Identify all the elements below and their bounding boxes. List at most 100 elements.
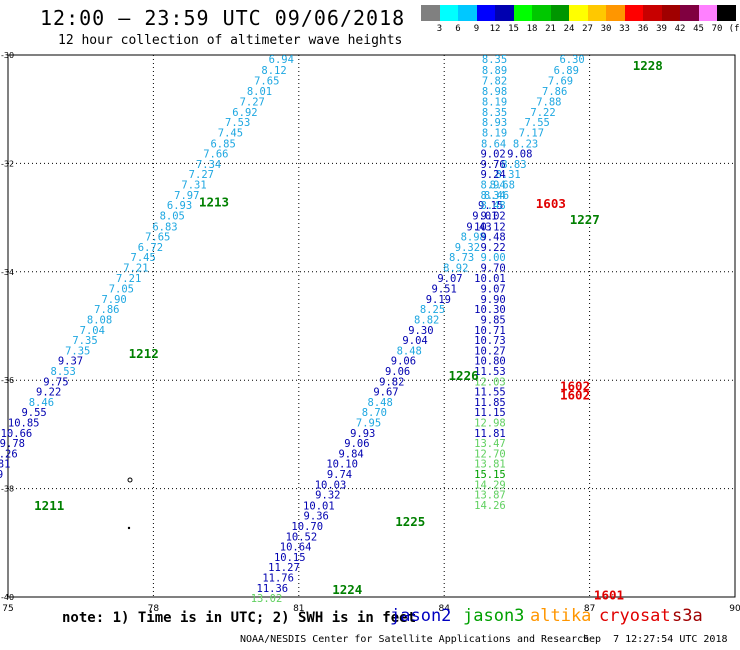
wave-height-label: 8.31 xyxy=(495,169,520,181)
x-tick-label: 81 xyxy=(293,604,304,614)
wave-height-label: 9.24 xyxy=(480,169,505,181)
footer-note: note: 1) Time is in UTC; 2) SWH is in fe… xyxy=(62,610,417,626)
wave-height-label: 7.65 xyxy=(145,232,170,244)
wave-height-label: 9.06 xyxy=(391,356,416,368)
wave-height-label: 9.02 xyxy=(480,149,505,161)
wave-height-label: 10.01 xyxy=(303,500,335,512)
legend-unit: (ft) xyxy=(728,24,740,34)
chart-title: 12:00 – 23:59 UTC 09/06/2018 xyxy=(40,6,406,30)
wave-height-label: 11.15 xyxy=(474,407,506,419)
legend-tick-label: 39 xyxy=(656,24,667,34)
wave-height-label: 6.93 xyxy=(167,200,192,212)
wave-height-label: 9.90 xyxy=(480,294,505,306)
x-tick-label: 84 xyxy=(438,604,450,614)
wave-height-label: 8.01 xyxy=(247,86,272,98)
y-tick-label: -38 xyxy=(1,485,14,494)
wave-height-label: 9.06 xyxy=(385,366,410,378)
legend-swatch xyxy=(661,5,681,21)
wave-height-label: 9.32 xyxy=(455,242,480,254)
wave-height-label: 6.92 xyxy=(232,107,257,119)
wave-height-label: 9.04 xyxy=(402,335,427,347)
wave-height-label: 7.55 xyxy=(525,117,550,129)
wave-height-label: 8.23 xyxy=(513,138,538,150)
wave-height-label: 9.22 xyxy=(480,242,505,254)
wave-height-label: 10.01 xyxy=(474,273,506,285)
pass-id-label: 1211 xyxy=(34,498,64,513)
legend-tick-label: 30 xyxy=(600,24,612,34)
pass-id-label: 1602 xyxy=(560,387,590,402)
legend-swatch xyxy=(643,5,662,21)
satellite-jason3: jason3 xyxy=(463,606,525,626)
x-tick-label: 90 xyxy=(729,604,740,614)
wave-height-label: 7.04 xyxy=(80,325,105,337)
wave-height-label: 9.78 xyxy=(0,438,25,450)
wave-height-label: 11.27 xyxy=(268,562,300,574)
legend-swatch xyxy=(624,5,644,21)
wave-height-label: 7.97 xyxy=(174,190,199,202)
satellite-altika: altika xyxy=(530,606,592,626)
wave-height-label: 10.80 xyxy=(474,356,506,368)
y-tick-label: -40 xyxy=(1,593,14,602)
wave-height-label: 9.70 xyxy=(480,262,505,274)
pass-id-label: 1224 xyxy=(332,582,362,597)
satellite-jason2: jason2 xyxy=(390,606,452,626)
wave-height-label: 13.47 xyxy=(474,438,506,450)
wave-height-label: 8.48 xyxy=(480,200,505,212)
wave-height-label: 9.74 xyxy=(327,469,352,481)
wave-height-label: 8.82 xyxy=(414,314,439,326)
legend-tick-label: 3 xyxy=(436,24,443,34)
pass-id-label: 1228 xyxy=(633,58,663,73)
legend-tick-label: 9 xyxy=(473,24,480,34)
y-tick-label: -32 xyxy=(1,159,14,168)
wave-height-label: 7.34 xyxy=(196,159,221,171)
wave-height-label: 7.45 xyxy=(131,252,156,264)
pass-id-label: 1227 xyxy=(570,212,600,227)
wave-height-label: 7.31 xyxy=(181,180,206,192)
wave-height-label: 9.02 xyxy=(480,210,505,222)
wave-height-label: 8.89 xyxy=(482,65,507,77)
wave-height-label: 11.85 xyxy=(474,397,506,409)
legend-swatch xyxy=(550,5,570,21)
wave-height-label: 9.07 xyxy=(480,284,505,296)
pass-id-label: 1602 xyxy=(560,379,590,394)
wave-height-label: 8.48 xyxy=(397,345,422,357)
wave-height-label: 9.37 xyxy=(58,356,83,368)
wave-height-label: 9.32 xyxy=(315,490,340,502)
wave-height-label: 11.36 xyxy=(257,583,289,595)
wave-height-label: 7.27 xyxy=(189,169,214,181)
wave-height-label: 10.27 xyxy=(474,345,506,357)
wave-height-label: 11.55 xyxy=(474,387,506,399)
legend-swatch xyxy=(680,5,699,21)
legend-swatch xyxy=(698,5,718,21)
wave-height-label: 9.06 xyxy=(344,438,369,450)
wave-height-label: 7.95 xyxy=(356,417,381,429)
wave-height-label: 7.69 xyxy=(548,75,573,87)
wave-height-label: 9.84 xyxy=(338,448,363,460)
wave-height-label: 9.30 xyxy=(408,325,433,337)
wave-height-label: 9.36 xyxy=(304,511,329,523)
legend-tick-label: 70 xyxy=(711,24,723,34)
wave-height-label: 15.15 xyxy=(474,469,506,481)
legend-tick-label: 18 xyxy=(526,24,538,34)
wave-height-label: 8.48 xyxy=(368,397,393,409)
wave-height-label: 11.53 xyxy=(474,366,506,378)
wave-height-label: 8.83 xyxy=(501,159,526,171)
wave-height-label: 9.43 xyxy=(466,221,491,233)
wave-height-label: 9.85 xyxy=(480,314,505,326)
island-marker xyxy=(127,526,131,530)
wave-height-label: 6.30 xyxy=(559,54,584,66)
pass-id-label: 1212 xyxy=(129,346,159,361)
wave-height-label: 9.93 xyxy=(350,428,375,440)
wave-height-label: 6.83 xyxy=(152,221,177,233)
wave-height-label: 9.76 xyxy=(480,159,505,171)
legend-swatch xyxy=(458,5,477,21)
wave-height-label: 9.82 xyxy=(379,376,404,388)
legend-tick-label: 36 xyxy=(637,24,649,34)
legend-swatch xyxy=(513,5,533,21)
wave-height-label: 10.15 xyxy=(274,552,306,564)
wave-height-label: 9.01 xyxy=(472,210,497,222)
wave-height-label: 7.88 xyxy=(536,97,561,109)
wave-height-label: 7.35 xyxy=(72,335,97,347)
